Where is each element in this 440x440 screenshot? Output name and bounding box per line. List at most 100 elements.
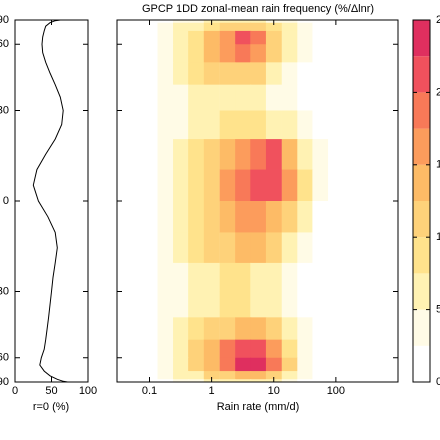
heat-cell	[250, 291, 267, 318]
heat-cell	[250, 371, 267, 380]
heat-cell	[188, 169, 205, 202]
heat-cell	[188, 379, 205, 383]
heat-cell	[343, 201, 360, 233]
heat-cell	[126, 232, 143, 264]
heat-cell	[219, 232, 236, 264]
heat-cell	[173, 110, 190, 140]
heat-cell	[374, 201, 391, 233]
heat-cell	[157, 169, 174, 202]
heat-cell	[297, 232, 314, 264]
heat-cell	[281, 22, 298, 32]
heat-cell	[312, 339, 329, 359]
heat-cell	[141, 201, 158, 233]
heat-cell	[203, 169, 220, 202]
heat-cell	[219, 44, 236, 63]
heat-cell	[235, 201, 252, 233]
heat-cell	[281, 20, 298, 24]
x-axis-label: r=0 (%)	[33, 401, 69, 413]
heat-cell	[219, 317, 236, 341]
heat-cell	[328, 201, 345, 233]
heat-cell	[219, 339, 236, 359]
heat-cell	[126, 317, 143, 341]
heat-cell	[359, 291, 376, 318]
heat-cell	[328, 371, 345, 380]
heat-cell	[281, 371, 298, 380]
heat-cell	[235, 339, 252, 359]
heat-cell	[374, 44, 391, 63]
heat-cell	[328, 291, 345, 318]
heat-cell	[343, 291, 360, 318]
heat-cell	[297, 84, 314, 111]
heat-cell	[281, 62, 298, 86]
heat-cell	[126, 44, 143, 63]
heat-cell	[343, 379, 360, 383]
heat-cell	[374, 357, 391, 372]
heat-cell	[297, 339, 314, 359]
heat-cell	[126, 110, 143, 140]
heat-cell	[126, 84, 143, 111]
colorbar-band	[413, 345, 430, 382]
heat-cell	[328, 84, 345, 111]
heat-cell	[157, 291, 174, 318]
colorbar-band	[413, 309, 430, 346]
x-tick-label: 100	[327, 385, 345, 397]
heat-cell	[219, 84, 236, 111]
heat-cell	[265, 169, 282, 202]
heat-cell	[157, 62, 174, 86]
heat-cell	[235, 62, 252, 86]
heat-cell	[297, 371, 314, 380]
heat-cell	[250, 62, 267, 86]
heat-cell	[328, 232, 345, 264]
heat-cell	[312, 110, 329, 140]
heat-cell	[343, 62, 360, 86]
heat-cell	[328, 62, 345, 86]
plot-frame	[14, 19, 89, 383]
heat-cell	[141, 262, 158, 292]
heat-cell	[250, 317, 267, 341]
heat-cell	[203, 357, 220, 372]
y-tick-label: 30	[0, 104, 9, 116]
heat-cell	[173, 357, 190, 372]
heat-cell	[126, 30, 143, 45]
heat-cell	[203, 371, 220, 380]
heat-cell	[265, 317, 282, 341]
heat-cell	[359, 110, 376, 140]
y-tick-label: 90	[0, 14, 9, 26]
heat-cell	[126, 262, 143, 292]
heat-cell	[188, 139, 205, 170]
heat-cell	[297, 110, 314, 140]
heat-cell	[126, 201, 143, 233]
heat-cell	[328, 30, 345, 45]
heat-cell	[312, 291, 329, 318]
heat-cell	[235, 20, 252, 24]
heat-cell	[359, 379, 376, 383]
heat-cell	[359, 139, 376, 170]
heat-cell	[219, 62, 236, 86]
heat-cell	[235, 371, 252, 380]
heat-cell	[219, 291, 236, 318]
heat-cell	[188, 110, 205, 140]
heat-cell	[188, 262, 205, 292]
heat-cell	[328, 110, 345, 140]
colorbar-tick-label: 5	[436, 304, 440, 316]
heat-cell	[374, 232, 391, 264]
heat-cell	[359, 62, 376, 86]
heat-cell	[203, 62, 220, 86]
heat-cell	[157, 44, 174, 63]
heat-cell	[312, 84, 329, 111]
heat-cell	[250, 169, 267, 202]
heat-cell	[173, 371, 190, 380]
heat-cell	[343, 169, 360, 202]
heat-cell	[374, 371, 391, 380]
heat-cell	[126, 20, 143, 24]
heat-cell	[173, 20, 190, 24]
heat-cell	[203, 110, 220, 140]
x-tick-label: 0.1	[142, 385, 157, 397]
heat-cell	[297, 169, 314, 202]
y-tick-label: 30	[0, 285, 9, 297]
heat-cell	[374, 379, 391, 383]
heat-cell	[235, 44, 252, 63]
heat-cell	[343, 20, 360, 24]
heat-cell	[188, 44, 205, 63]
y-tick-label: 60	[0, 352, 9, 364]
